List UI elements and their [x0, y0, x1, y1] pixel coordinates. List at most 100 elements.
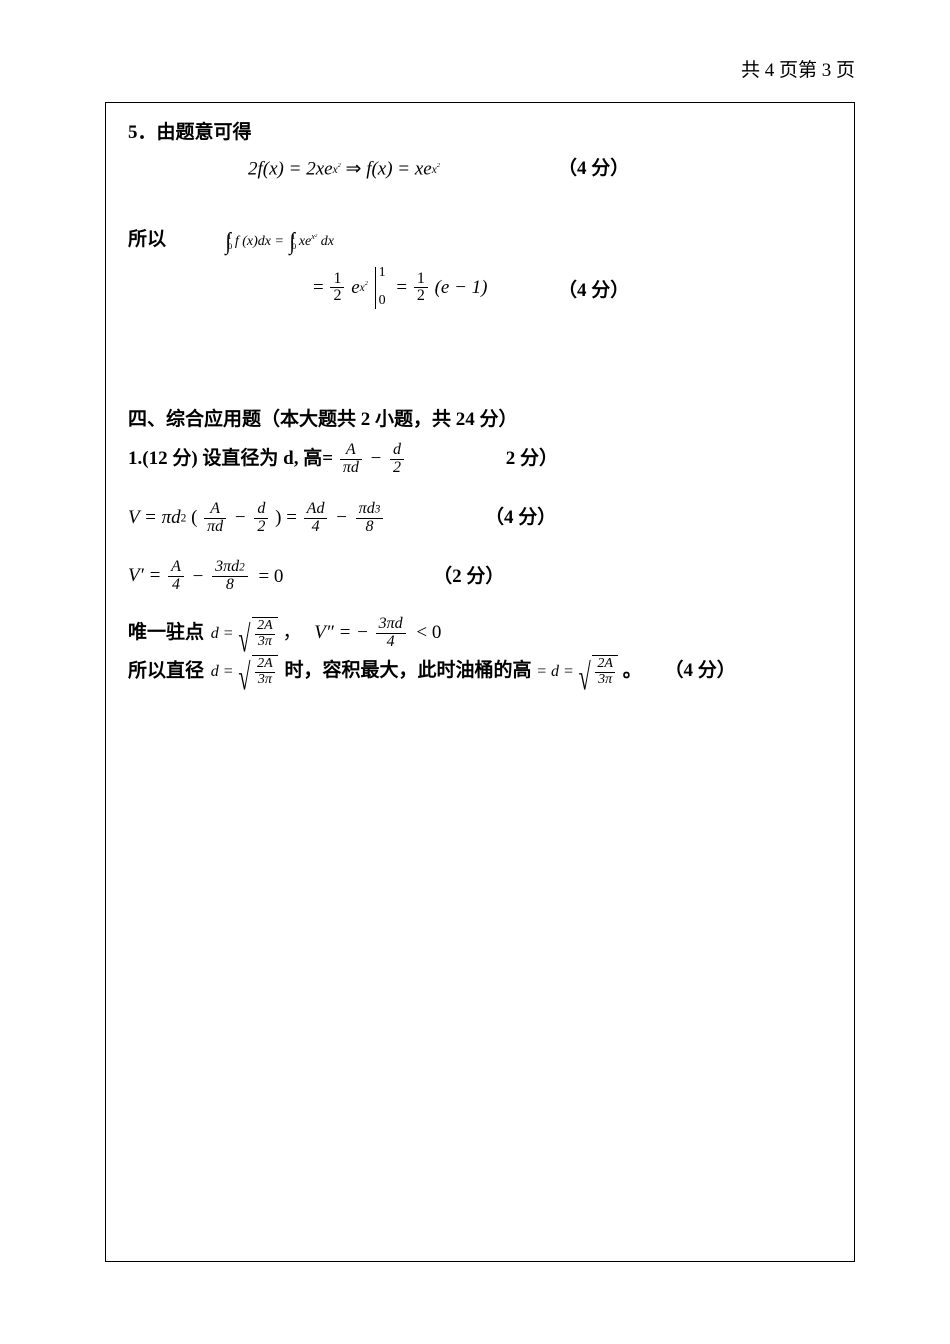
sqrt-den1: 3π — [255, 635, 275, 650]
vpp: V″ = − — [314, 622, 369, 643]
frac-num2: 1 — [414, 271, 428, 289]
vp-eq0: = 0 — [258, 566, 283, 587]
txt-pid: πd — [359, 500, 375, 517]
period: 。 — [623, 660, 642, 681]
num-pid3: πd3 — [356, 501, 384, 519]
eval-down: 0 — [379, 289, 386, 313]
sqrt-den3: 3π — [595, 673, 615, 688]
minus-2: − — [235, 507, 246, 528]
frac-num: 1 — [330, 271, 344, 289]
den-2b: 2 — [254, 519, 268, 536]
concl-a: 所以直径 — [128, 660, 204, 681]
frac-3pid-4: 3πd 4 — [376, 616, 406, 651]
frac-A-pid: A πd — [340, 442, 362, 477]
frac-pid3-8: πd3 8 — [356, 501, 384, 536]
den-pid2: πd — [204, 519, 226, 536]
q5-integral-expr: ∫01 f (x)dx = ∫01 xex2 dx — [226, 234, 335, 249]
lt0: < 0 — [416, 622, 441, 643]
frac-3pid2-8: 3πd2 8 — [212, 559, 248, 594]
q5-step2-eq2: = — [396, 277, 407, 298]
frac-den: 2 — [330, 288, 344, 305]
num-Ad: Ad — [304, 501, 328, 519]
q5-score2: （4 分） — [558, 275, 629, 307]
s4-score-c: （2 分） — [433, 566, 504, 587]
den-2: 2 — [390, 460, 404, 477]
content-area: 5．由题意可得 2f(x) = 2xex2 ⇒ f(x) = xex2 （4 分… — [105, 102, 855, 1262]
s4-q1-head-row: 1.(12 分) 设直径为 d, 高= A πd − d 2 2 分） — [128, 442, 832, 477]
q5-eq1-xe: xe — [415, 159, 432, 180]
minus-1: − — [371, 448, 382, 469]
vpp-den: 4 — [376, 634, 406, 651]
q5-score1: （4 分） — [558, 153, 629, 185]
minus-3: − — [336, 507, 347, 528]
frac-d-2: d 2 — [390, 442, 404, 477]
den-4b: 4 — [168, 577, 184, 594]
frac-den2: 2 — [414, 288, 428, 305]
sqrt-2A-3pi-2: √ 2A 3π — [238, 655, 277, 687]
den-8: 8 — [356, 519, 384, 536]
frac-A-pid-2: A πd — [204, 501, 226, 536]
num-A2: A — [204, 501, 226, 519]
den-4: 4 — [304, 519, 328, 536]
den-8b: 8 — [212, 577, 248, 594]
crit-d2: d = — [211, 663, 234, 680]
sqrt-den2: 3π — [255, 673, 275, 688]
num-3pid2: 3πd2 — [212, 559, 248, 577]
q5-eq1-lhs: 2f(x) = — [248, 159, 301, 180]
q5-title: 5．由题意可得 — [128, 117, 832, 149]
concl-c: = d = — [536, 663, 574, 680]
q5-half-2: 1 2 — [414, 271, 428, 306]
q5-eq1: 2f(x) = 2xex2 ⇒ f(x) = xex2 （4 分） — [128, 153, 832, 186]
sqrt-num2: 2A — [255, 657, 275, 673]
q5-exp2: x2 — [432, 164, 440, 176]
num-A3: A — [168, 559, 184, 577]
s4-critical: 唯一驻点 d = √ 2A 3π ， V″ = − 3πd 4 < 0 — [128, 616, 832, 651]
num-A: A — [340, 442, 362, 460]
num-d2: d — [254, 501, 268, 519]
num-d: d — [390, 442, 404, 460]
vol-lp: ( — [191, 507, 197, 528]
sqrt-num1: 2A — [255, 619, 275, 635]
s4-volume: V = πd2 ( A πd − d 2 ) = Ad 4 − πd3 8 （4… — [128, 501, 832, 536]
den-pid: πd — [340, 460, 362, 477]
s4-score-a: 2 分） — [506, 448, 558, 469]
vol-sq: 2 — [181, 512, 187, 524]
comma-1: ， — [282, 622, 301, 643]
s4-score-b: （4 分） — [485, 507, 556, 528]
s4-score-d: （4 分） — [664, 660, 735, 681]
txt-3pid: 3πd — [215, 558, 239, 575]
frac-d-2-b: d 2 — [254, 501, 268, 536]
vpp-num: 3πd — [376, 616, 406, 634]
q5-so-row: 所以 ∫01 f (x)dx = ∫01 xex2 dx — [128, 224, 832, 259]
q5-implies: ⇒ — [346, 159, 367, 180]
q5-e: e — [351, 277, 359, 298]
sqrt-num3: 2A — [595, 657, 615, 673]
minus-4: − — [193, 566, 204, 587]
vprime-eq: V′ = — [128, 566, 161, 587]
q5-so: 所以 — [128, 229, 166, 250]
section4-title: 四、综合应用题（本大题共 2 小题，共 24 分） — [128, 404, 832, 436]
q5-half-1: 1 2 — [330, 271, 344, 306]
frac-Ad-4: Ad 4 — [304, 501, 328, 536]
concl-b: 时，容积最大，此时油桶的高 — [284, 660, 531, 681]
crit-head: 唯一驻点 — [128, 622, 204, 643]
q5-step2: = 1 2 ex2 1 0 = 1 2 (e − 1) （4 分） — [128, 267, 832, 309]
frac-A-4: A 4 — [168, 559, 184, 594]
sqrt-2A-3pi-3: √ 2A 3π — [579, 655, 618, 687]
page-header: 共 4 页第 3 页 — [105, 55, 855, 82]
s4-q1-head: 1.(12 分) 设直径为 d, 高= — [128, 448, 333, 469]
q5-res: (e − 1) — [435, 277, 488, 298]
q5-eq1-fx: f(x) = — [366, 159, 410, 180]
q5-int-rhs: xe — [299, 234, 311, 249]
page-number-label: 共 4 页第 3 页 — [741, 60, 855, 81]
eval-up: 1 — [379, 261, 386, 285]
vol-eq: V = πd — [128, 507, 181, 528]
s4-conclusion: 所以直径 d = √ 2A 3π 时，容积最大，此时油桶的高 = d = √ 2… — [128, 655, 832, 688]
s4-vprime: V′ = A 4 − 3πd2 8 = 0 （2 分） — [128, 559, 832, 594]
q5-e-exp: x2 — [360, 282, 368, 294]
vol-rp: ) = — [275, 507, 297, 528]
eval-bar: 1 0 — [375, 267, 376, 309]
q5-eq1-2xe: 2xe — [306, 159, 332, 180]
q5-exp1: x2 — [333, 164, 341, 176]
crit-d: d = — [211, 625, 234, 642]
